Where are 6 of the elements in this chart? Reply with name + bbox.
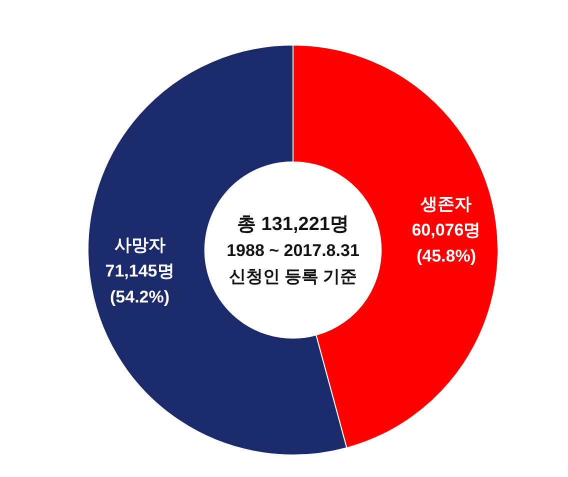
slice-label: 사망자 — [114, 235, 166, 254]
data-label: 71,145명 (54.2%) — [105, 261, 174, 306]
data-label: 60,076명 (45.8%) — [412, 220, 481, 266]
text: 1988 ~ 2017.8.31 신청인 등록 기준 — [226, 241, 360, 286]
slice-label: 생존자 — [420, 194, 472, 214]
text: 총 131,221명 — [237, 214, 349, 235]
